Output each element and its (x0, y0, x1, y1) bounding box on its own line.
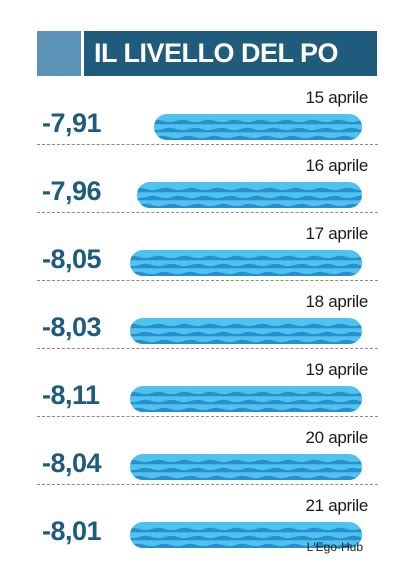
row-separator (37, 144, 378, 145)
data-row: 20 aprile -8,04 (0, 426, 400, 494)
data-label: -8,03 (42, 312, 102, 342)
row-separator (37, 416, 378, 417)
row-separator (37, 280, 378, 281)
header-accent-block (37, 31, 81, 76)
water-bar (154, 114, 362, 140)
category-label: 15 aprile (305, 88, 368, 107)
data-row: 18 aprile -8,03 (0, 290, 400, 358)
row-separator (37, 484, 378, 485)
chart-title: IL LIVELLO DEL PO (94, 38, 339, 68)
water-bar (130, 386, 362, 412)
water-bar (137, 182, 362, 208)
water-bar (130, 318, 362, 344)
category-label: 19 aprile (305, 360, 368, 379)
category-label: 20 aprile (305, 428, 368, 447)
data-row: 15 aprile -7,91 (0, 86, 400, 154)
data-label: -7,96 (42, 176, 102, 206)
category-label: 17 aprile (305, 224, 368, 243)
data-row: 17 aprile -8,05 (0, 222, 400, 290)
category-label: 16 aprile (305, 156, 368, 175)
source-credit: L'Ego-Hub (306, 540, 363, 554)
category-label: 21 aprile (305, 496, 368, 515)
data-row: 19 aprile -8,11 (0, 358, 400, 426)
water-bar (130, 250, 362, 276)
data-label: -7,91 (42, 108, 102, 138)
data-row: 16 aprile -7,96 (0, 154, 400, 222)
water-bar (130, 454, 362, 480)
header-band (84, 31, 377, 76)
data-label: -8,11 (42, 380, 100, 410)
row-separator (37, 348, 378, 349)
data-label: -8,04 (42, 448, 102, 478)
row-separator (37, 212, 378, 213)
category-label: 18 aprile (305, 292, 368, 311)
data-label: -8,01 (42, 516, 102, 546)
water-bar (130, 522, 362, 548)
data-row: 21 aprile -8,01 (0, 494, 400, 562)
chart-header: IL LIVELLO DEL PO (37, 31, 377, 76)
data-label: -8,05 (42, 244, 102, 274)
